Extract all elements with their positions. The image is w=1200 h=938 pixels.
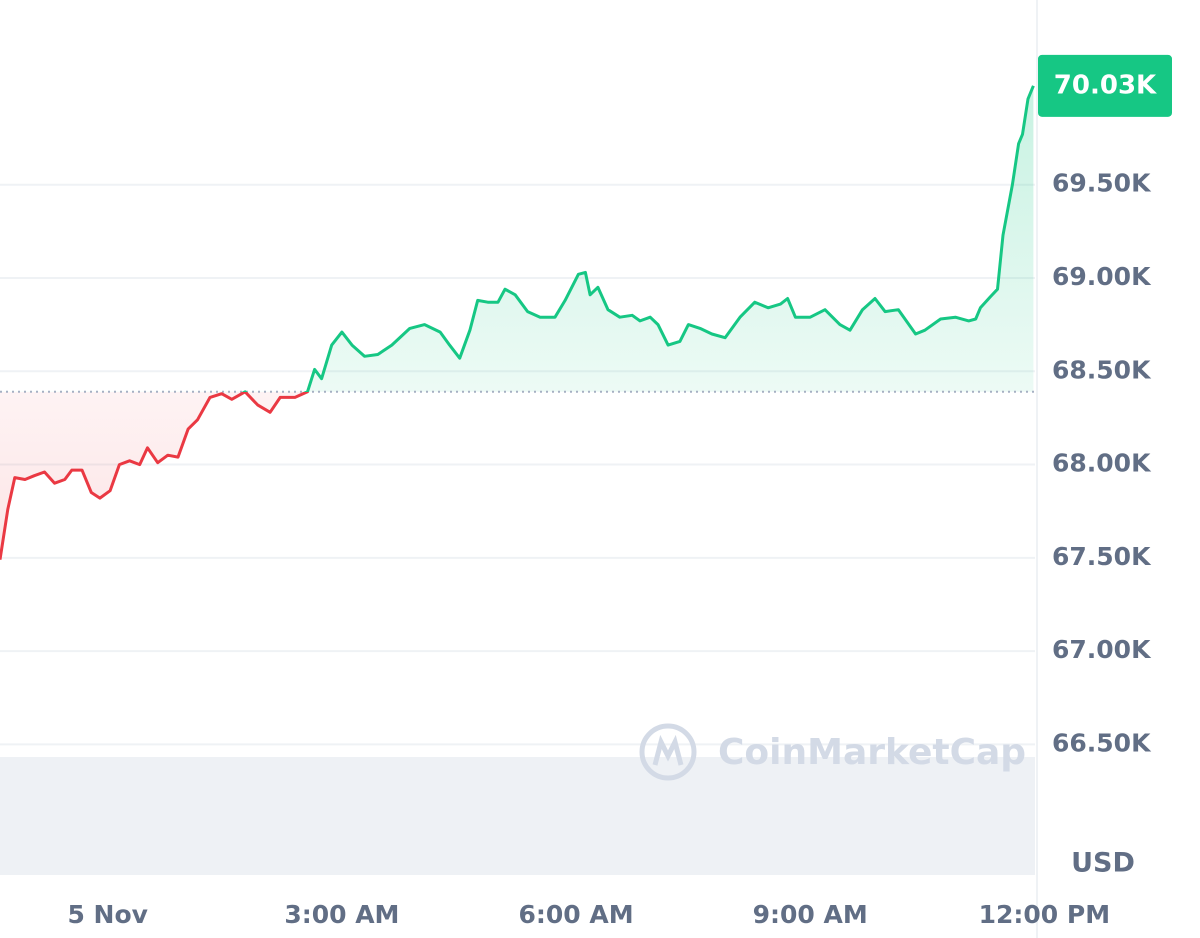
x-tick-label: 9:00 AM	[753, 900, 868, 929]
x-tick-label: 6:00 AM	[518, 900, 633, 929]
currency-label: USD	[1071, 848, 1135, 879]
last-value-badge	[1038, 54, 1172, 117]
watermark-text: CoinMarketCap	[718, 732, 1026, 773]
y-tick-label: 68.00K	[1052, 449, 1152, 478]
price-line	[0, 85, 1035, 560]
last-value-label: 70.03K	[1054, 70, 1157, 100]
watermark: CoinMarketCap	[639, 723, 1026, 781]
y-tick-label: 68.50K	[1052, 355, 1152, 384]
x-tick-label: 5 Nov	[67, 900, 148, 929]
x-tick-label: 12:00 PM	[979, 900, 1110, 929]
volume-band	[0, 757, 1035, 875]
y-tick-label: 67.50K	[1052, 542, 1152, 571]
price-area	[0, 85, 1034, 560]
y-tick-label: 69.00K	[1052, 262, 1152, 291]
x-tick-label: 3:00 AM	[284, 900, 399, 929]
y-tick-label: 67.00K	[1052, 635, 1152, 664]
y-tick-label: 69.50K	[1052, 169, 1152, 198]
y-tick-label: 66.50K	[1052, 728, 1152, 757]
